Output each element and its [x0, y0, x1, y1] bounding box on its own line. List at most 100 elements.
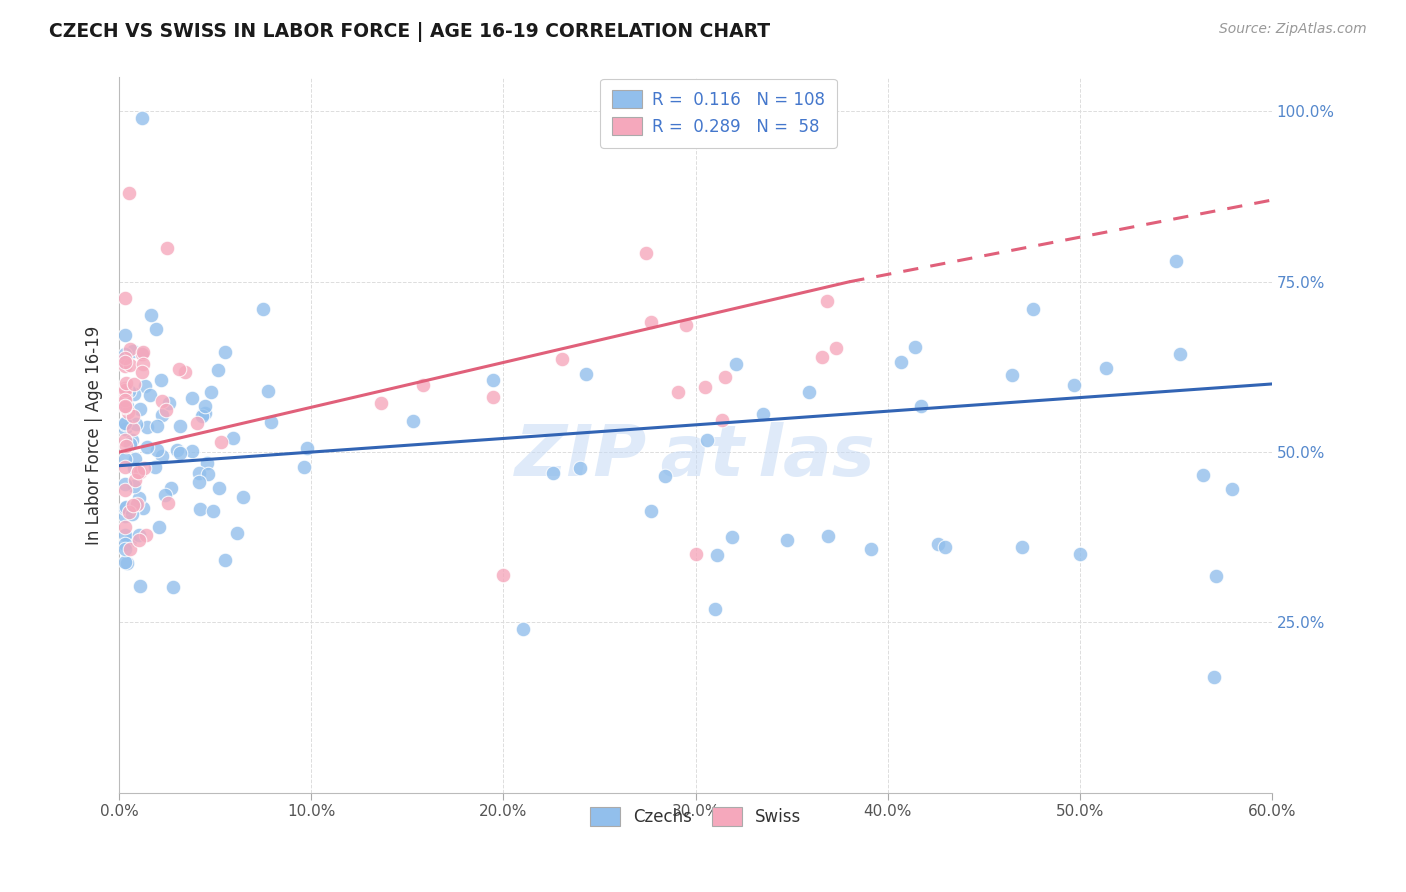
- Point: [131, 365, 153, 379]
- Point: [166, 442, 188, 457]
- Point: [127, 465, 149, 479]
- Point: [114, 555, 136, 569]
- Point: [890, 355, 912, 369]
- Point: [1011, 541, 1033, 555]
- Point: [188, 475, 211, 490]
- Point: [150, 394, 173, 409]
- Point: [129, 466, 152, 480]
- Point: [654, 468, 676, 483]
- Point: [136, 440, 159, 454]
- Point: [118, 342, 141, 356]
- Point: [181, 444, 204, 458]
- Point: [174, 365, 197, 379]
- Point: [114, 328, 136, 343]
- Point: [145, 321, 167, 335]
- Point: [190, 502, 212, 516]
- Point: [260, 415, 283, 429]
- Point: [724, 357, 747, 371]
- Point: [209, 434, 232, 449]
- Point: [225, 526, 247, 541]
- Point: [1168, 347, 1191, 361]
- Point: [1205, 569, 1227, 583]
- Point: [187, 466, 209, 480]
- Point: [117, 405, 139, 419]
- Point: [114, 417, 136, 431]
- Point: [695, 380, 717, 394]
- Point: [169, 362, 191, 376]
- Point: [685, 547, 707, 561]
- Point: [721, 530, 744, 544]
- Point: [122, 343, 145, 358]
- Point: [512, 622, 534, 636]
- Text: ZIP at las: ZIP at las: [515, 422, 876, 491]
- Point: [492, 567, 515, 582]
- Point: [207, 363, 229, 377]
- Point: [232, 490, 254, 504]
- Point: [186, 417, 208, 431]
- Point: [640, 315, 662, 329]
- Point: [114, 388, 136, 402]
- Point: [114, 347, 136, 361]
- Point: [696, 433, 718, 447]
- Point: [710, 413, 733, 427]
- Point: [817, 528, 839, 542]
- Point: [131, 112, 153, 126]
- Point: [194, 406, 217, 420]
- Point: [128, 527, 150, 541]
- Point: [135, 528, 157, 542]
- Point: [114, 422, 136, 436]
- Point: [114, 483, 136, 497]
- Point: [114, 383, 136, 397]
- Point: [121, 409, 143, 423]
- Point: [214, 345, 236, 359]
- Point: [114, 355, 136, 369]
- Point: [675, 318, 697, 333]
- Point: [1204, 670, 1226, 684]
- Point: [797, 385, 820, 400]
- Point: [214, 553, 236, 567]
- Point: [910, 399, 932, 413]
- Point: [194, 399, 217, 413]
- Point: [706, 548, 728, 562]
- Legend: Czechs, Swiss: Czechs, Swiss: [581, 799, 810, 834]
- Point: [1001, 368, 1024, 382]
- Point: [1164, 254, 1187, 268]
- Point: [114, 351, 136, 365]
- Point: [129, 579, 152, 593]
- Point: [155, 403, 177, 417]
- Point: [412, 377, 434, 392]
- Point: [114, 459, 136, 474]
- Point: [148, 520, 170, 534]
- Point: [143, 459, 166, 474]
- Point: [370, 396, 392, 410]
- Point: [132, 345, 155, 359]
- Point: [703, 601, 725, 615]
- Point: [197, 467, 219, 481]
- Point: [114, 381, 136, 395]
- Point: [120, 533, 142, 547]
- Point: [125, 497, 148, 511]
- Point: [139, 388, 162, 402]
- Point: [776, 533, 799, 547]
- Point: [860, 542, 883, 557]
- Point: [115, 500, 138, 514]
- Point: [131, 347, 153, 361]
- Point: [121, 433, 143, 447]
- Point: [118, 542, 141, 557]
- Point: [118, 437, 141, 451]
- Point: [118, 186, 141, 201]
- Point: [160, 481, 183, 495]
- Point: [811, 350, 834, 364]
- Point: [162, 580, 184, 594]
- Point: [1095, 361, 1118, 376]
- Point: [114, 433, 136, 447]
- Point: [149, 373, 172, 387]
- Point: [128, 533, 150, 547]
- Point: [131, 500, 153, 515]
- Point: [169, 418, 191, 433]
- Point: [146, 419, 169, 434]
- Point: [125, 417, 148, 431]
- Point: [114, 528, 136, 542]
- Point: [114, 417, 136, 431]
- Point: [118, 384, 141, 398]
